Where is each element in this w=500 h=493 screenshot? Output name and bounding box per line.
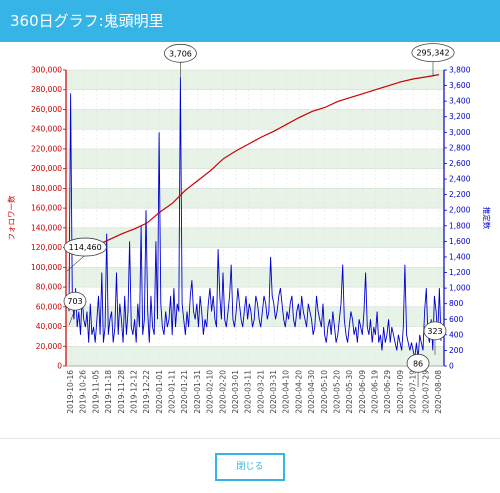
- chart-area: 0 20,000 40,000 60,000 80,000 100,000 120,000 1…: [0, 42, 500, 438]
- y-left-tick-label: 60,000: [36, 302, 62, 311]
- y-right-tick-label: 3,000: [449, 128, 471, 137]
- y-right-axis-title: 推定数: [482, 207, 492, 230]
- y-right-tick-label: 200: [449, 346, 464, 355]
- x-tick-label: 2020-06-09: [358, 370, 367, 414]
- y-left-tick-label: 120,000: [31, 243, 62, 252]
- x-tick-label: 2020-02-20: [218, 370, 227, 414]
- y-left-tick-label: 80,000: [36, 283, 62, 292]
- x-tick-label: 2020-04-20: [294, 370, 303, 414]
- series-line-estimate: [68, 77, 442, 360]
- x-tick-label: 2019-10-16: [66, 370, 75, 414]
- x-tick-label: 2020-05-10: [320, 370, 329, 414]
- y-right-tick-label: 2,600: [449, 159, 471, 168]
- x-tick-label: 2020-07-09: [396, 370, 405, 414]
- x-tick-label: 2020-05-20: [332, 370, 341, 414]
- x-tick-label: 2020-01-31: [193, 370, 202, 414]
- grid-band: [66, 109, 444, 130]
- x-tick-label: 2020-06-19: [371, 370, 380, 414]
- y-left-tick-label: 140,000: [31, 223, 62, 232]
- annotation-first-followers-label: 114,460: [69, 243, 102, 252]
- x-tick-label: 2020-06-29: [383, 370, 392, 414]
- x-tick-label: 2020-07-29: [421, 370, 430, 414]
- y-right-tick-label: 1,000: [449, 284, 471, 293]
- annotation-first-followers-bubble: [63, 237, 107, 257]
- y-right-tick-label: 1,200: [449, 268, 471, 277]
- x-tick-label: 2020-03-31: [269, 370, 278, 414]
- grid-band: [66, 346, 444, 366]
- x-tick-label: 2019-12-12: [129, 370, 138, 414]
- annotation-first-estimate-pointer: [68, 309, 76, 326]
- x-tick-label: 2020-07-19: [409, 370, 418, 414]
- y-left-tick-label: 260,000: [31, 105, 62, 114]
- annotation-first-estimate-label: 703: [67, 297, 82, 306]
- x-tick-label: 2019-10-26: [79, 370, 88, 414]
- y-left-tick-label: 220,000: [31, 144, 62, 153]
- y-left-tick-label: 160,000: [31, 204, 62, 213]
- dialog-title: 360日グラフ:鬼頭明里: [10, 12, 164, 30]
- series-line-followers: [70, 74, 440, 254]
- y-right-tick-label: 3,200: [449, 112, 471, 121]
- grid-band: [66, 227, 444, 248]
- y-left-tick-label: 200,000: [31, 164, 62, 173]
- x-tick-label: 2020-03-21: [256, 370, 265, 414]
- y-right-tick-label: 1,600: [449, 237, 471, 246]
- y-left-tick-label: 40,000: [36, 322, 62, 331]
- y-right-tick-label: 800: [449, 299, 464, 308]
- y-left-tick-label: 280,000: [31, 85, 62, 94]
- x-tick-label: 2020-01-11: [168, 370, 177, 414]
- y-right-tick-label: 3,400: [449, 97, 471, 106]
- y-left-tick-label: 240,000: [31, 125, 62, 134]
- x-tick-label: 2020-03-01: [231, 370, 240, 414]
- x-tick-label: 2020-01-01: [155, 370, 164, 414]
- x-tick-label: 2019-11-05: [91, 370, 100, 414]
- y-right-tick-label: 2,800: [449, 143, 471, 152]
- dialog-header: 360日グラフ:鬼頭明里: [0, 0, 500, 42]
- annotation-last-estimate-bubble: [423, 321, 447, 341]
- x-tick-label: 2020-08-08: [434, 370, 443, 414]
- y-right-tick-label: 2,200: [449, 190, 471, 199]
- y-left-tick-label: 20,000: [36, 342, 62, 351]
- x-tick-label: 2020-01-21: [180, 370, 189, 414]
- annotation-first-estimate-bubble: [63, 291, 87, 311]
- y-left-tick-label: 180,000: [31, 184, 62, 193]
- y-right-tick-label: 0: [449, 362, 454, 371]
- grid-band: [66, 70, 444, 90]
- y-right-tick-label: 2,400: [449, 175, 471, 184]
- y-right-tick-label: 600: [449, 315, 464, 324]
- x-tick-label: 2019-11-28: [117, 370, 126, 414]
- grid-band: [66, 188, 444, 209]
- y-left-tick-label: 0: [57, 362, 62, 371]
- annotation-min-estimate-label: 86: [413, 359, 423, 368]
- annotation-peak-estimate-bubble: [164, 43, 197, 63]
- y-left-tick-label: 300,000: [31, 66, 62, 75]
- y-right-tick-label: 1,400: [449, 252, 471, 261]
- y-right-tick-label: 1,800: [449, 221, 471, 230]
- footer-divider: [0, 438, 500, 439]
- x-tick-label: 2020-03-11: [244, 370, 253, 414]
- x-tick-label: 2019-12-22: [142, 370, 151, 414]
- y-right-tick-label: 3,800: [449, 66, 471, 75]
- annotation-first-followers-pointer: [66, 254, 86, 272]
- close-button[interactable]: 閉じる: [215, 453, 285, 481]
- x-tick-label: 2019-11-18: [104, 370, 113, 414]
- x-tick-label: 2020-04-10: [282, 370, 291, 414]
- dialog-footer: 閉じる: [0, 439, 500, 493]
- y-right-tick-label: 3,600: [449, 81, 471, 90]
- annotation-min-estimate-bubble: [406, 353, 430, 373]
- annotation-last-estimate-label: 323: [427, 327, 442, 336]
- y-right-tick-label: 2,000: [449, 206, 471, 215]
- x-tick-label: 2020-02-10: [206, 370, 215, 414]
- x-tick-label: 2020-05-30: [345, 370, 354, 414]
- annotation-last-followers-label: 295,342: [416, 49, 449, 58]
- y-right-tick-label: 400: [449, 330, 464, 339]
- annotation-last-followers-bubble: [411, 43, 455, 62]
- y-left-tick-label: 100,000: [31, 263, 62, 272]
- y-left-axis-title: フォロワー数: [6, 195, 16, 240]
- annotation-peak-estimate-label: 3,706: [169, 49, 192, 58]
- grid-band: [66, 148, 444, 169]
- follower-chart: 0 20,000 40,000 60,000 80,000 100,000 120,000 1…: [6, 43, 492, 414]
- x-tick-label: 2020-04-30: [307, 370, 316, 414]
- grid-band: [66, 267, 444, 288]
